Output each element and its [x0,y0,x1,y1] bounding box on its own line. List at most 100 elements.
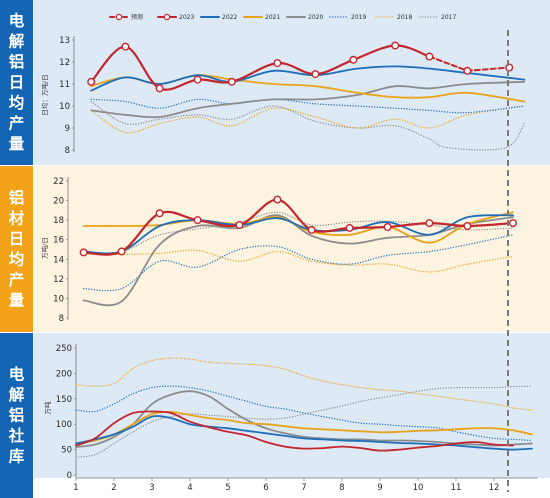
series-line-2019 [82,234,514,292]
series-marker-2023 [79,248,88,257]
legend-marker [163,13,171,21]
x-tick-label: 9 [377,483,382,493]
series-line-2023 [75,410,514,452]
series-marker-2023 [87,77,96,86]
x-tick-label: 5 [225,483,230,493]
y-tick-label: 100 [56,420,72,430]
series-marker-2023 [345,223,354,232]
series-marker-2023 [193,75,202,84]
series-marker-2023 [311,70,320,79]
chart-3: 0 50 100 150 200 250 万吨 [43,344,533,481]
series-marker-2023 [425,52,434,61]
y-tick-label: 22 [53,177,64,187]
series-marker-2023 [155,209,164,218]
series-marker-2023 [227,77,236,86]
x-tick-label: 11 [451,483,462,493]
series-marker-2023 [425,219,434,228]
panel-bg-middle [34,166,550,332]
legend-label: 2021 [265,14,280,21]
series-line-2022 [75,415,533,451]
x-tick-label: 2 [111,483,116,493]
series-line-2020 [90,80,526,119]
legend-label: 2019 [351,14,366,21]
y-tick-label: 200 [56,369,72,379]
side-title-bg-bottom [0,333,33,498]
legend-item-2023: 2023 [157,13,194,21]
y-tick-label: 50 [61,446,72,456]
legend-item-2018: 2018 [375,14,412,21]
series-line-2019 [90,98,526,114]
legend: 预测 2023 2022 2021 2020 2019 2018 2017 [109,13,456,21]
legend-item-2019: 2019 [329,14,366,21]
x-tick-label: 1 [73,483,78,493]
legend-label: 预测 [131,13,143,21]
series-line-2018 [75,357,533,411]
panel-bg-bottom [34,333,550,478]
y-tick-label: 12 [59,58,70,68]
y-tick-label: 13 [59,36,70,46]
series-line-2017 [82,211,514,255]
legend-label: 2018 [397,14,412,21]
y-tick-label: 8 [59,314,64,324]
series-marker-2023 [235,221,244,230]
legend-label: 2017 [441,14,456,21]
y-tick-label: 150 [56,395,72,405]
x-tick-label: 8 [339,483,344,493]
series-marker-2023 [509,219,518,228]
series-marker-2023 [117,247,126,256]
chart-2: 8 10 12 14 16 18 20 22 万吨/日 [40,177,518,324]
legend-label: 2023 [179,14,194,21]
series-marker-forecast [463,66,472,75]
side-title-2: 铝材日均产量 [9,187,25,309]
x-tick-label: 4 [187,483,192,493]
y-tick-label: 16 [53,236,64,246]
legend-marker [115,13,123,21]
x-tick-label: 7 [301,483,306,493]
series-marker-2023 [155,84,164,93]
y-tick-label: 11 [59,80,70,90]
y-tick-label: 20 [53,197,64,207]
series-marker-2023 [383,222,392,231]
y-axis-unit: 日均：万吨/日 [40,74,49,115]
y-tick-label: 0 [67,471,72,481]
series-marker-2023 [307,225,316,234]
y-tick-label: 9 [65,124,70,134]
series-marker-2023 [273,195,282,204]
series-marker-2023 [349,55,358,64]
y-tick-label: 14 [53,255,64,265]
y-tick-label: 250 [56,344,72,354]
series-line-2018 [90,105,526,134]
series-line-2023 [90,44,431,91]
side-title-3: 电解铝社库 [8,364,25,465]
series-marker-2023 [193,216,202,225]
x-tick-label: 3 [149,483,154,493]
y-tick-label: 10 [59,102,70,112]
series-line-2022 [82,214,514,255]
legend-label: 2022 [222,14,237,21]
legend-item-2017: 2017 [419,14,456,21]
side-title-bg-middle [0,166,33,332]
y-tick-label: 18 [53,216,64,226]
series-marker-2023 [121,42,130,51]
y-tick-label: 12 [53,275,64,285]
series-line-2018 [82,249,514,273]
series-marker-2023 [273,59,282,68]
legend-label: 2020 [308,14,323,21]
legend-item-2021: 2021 [243,14,280,21]
series-marker-forecast [505,63,514,72]
y-tick-label: 10 [53,294,64,304]
x-tick-label: 10 [413,483,424,493]
series-marker-2023 [463,222,472,231]
x-tick-label: 6 [263,483,268,493]
side-title-1: 电解铝日均产量 [9,11,25,153]
series-line-2022 [90,65,526,92]
legend-item-forecast: 预测 [109,13,143,21]
series-line-2017 [90,100,526,151]
y-axis-unit: 万吨 [43,401,52,415]
series-line-2019 [75,385,533,442]
y-tick-label: 8 [65,146,70,156]
side-title-bg-top [0,0,33,165]
y-axis-unit: 万吨/日 [40,237,49,259]
series-marker-2023 [391,41,400,50]
